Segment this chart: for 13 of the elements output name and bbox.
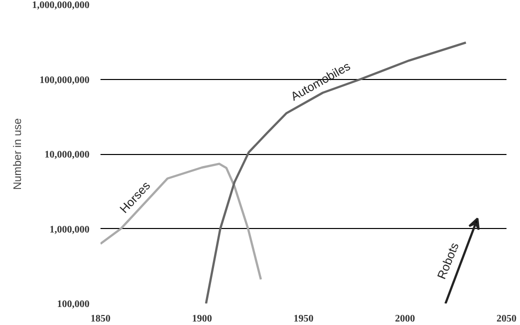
y-tick-label: 1,000,000,000 (32, 0, 90, 11)
x-tick-label: 1950 (294, 314, 314, 324)
y-axis-title: Number in use (12, 118, 24, 190)
x-tick-label: 2050 (496, 314, 516, 324)
x-tick-label: 1900 (192, 314, 212, 324)
line-series (204, 41, 467, 304)
y-tick-label: 10,000,000 (44, 150, 90, 160)
line-series (100, 162, 262, 281)
y-tick-label: 100,000 (57, 299, 90, 310)
y-tick-label: 100,000,000 (40, 74, 90, 86)
x-tick-label: 1850 (90, 314, 110, 324)
y-tick-label: 1,000,000 (50, 224, 90, 236)
x-tick-label: 2000 (395, 314, 415, 324)
